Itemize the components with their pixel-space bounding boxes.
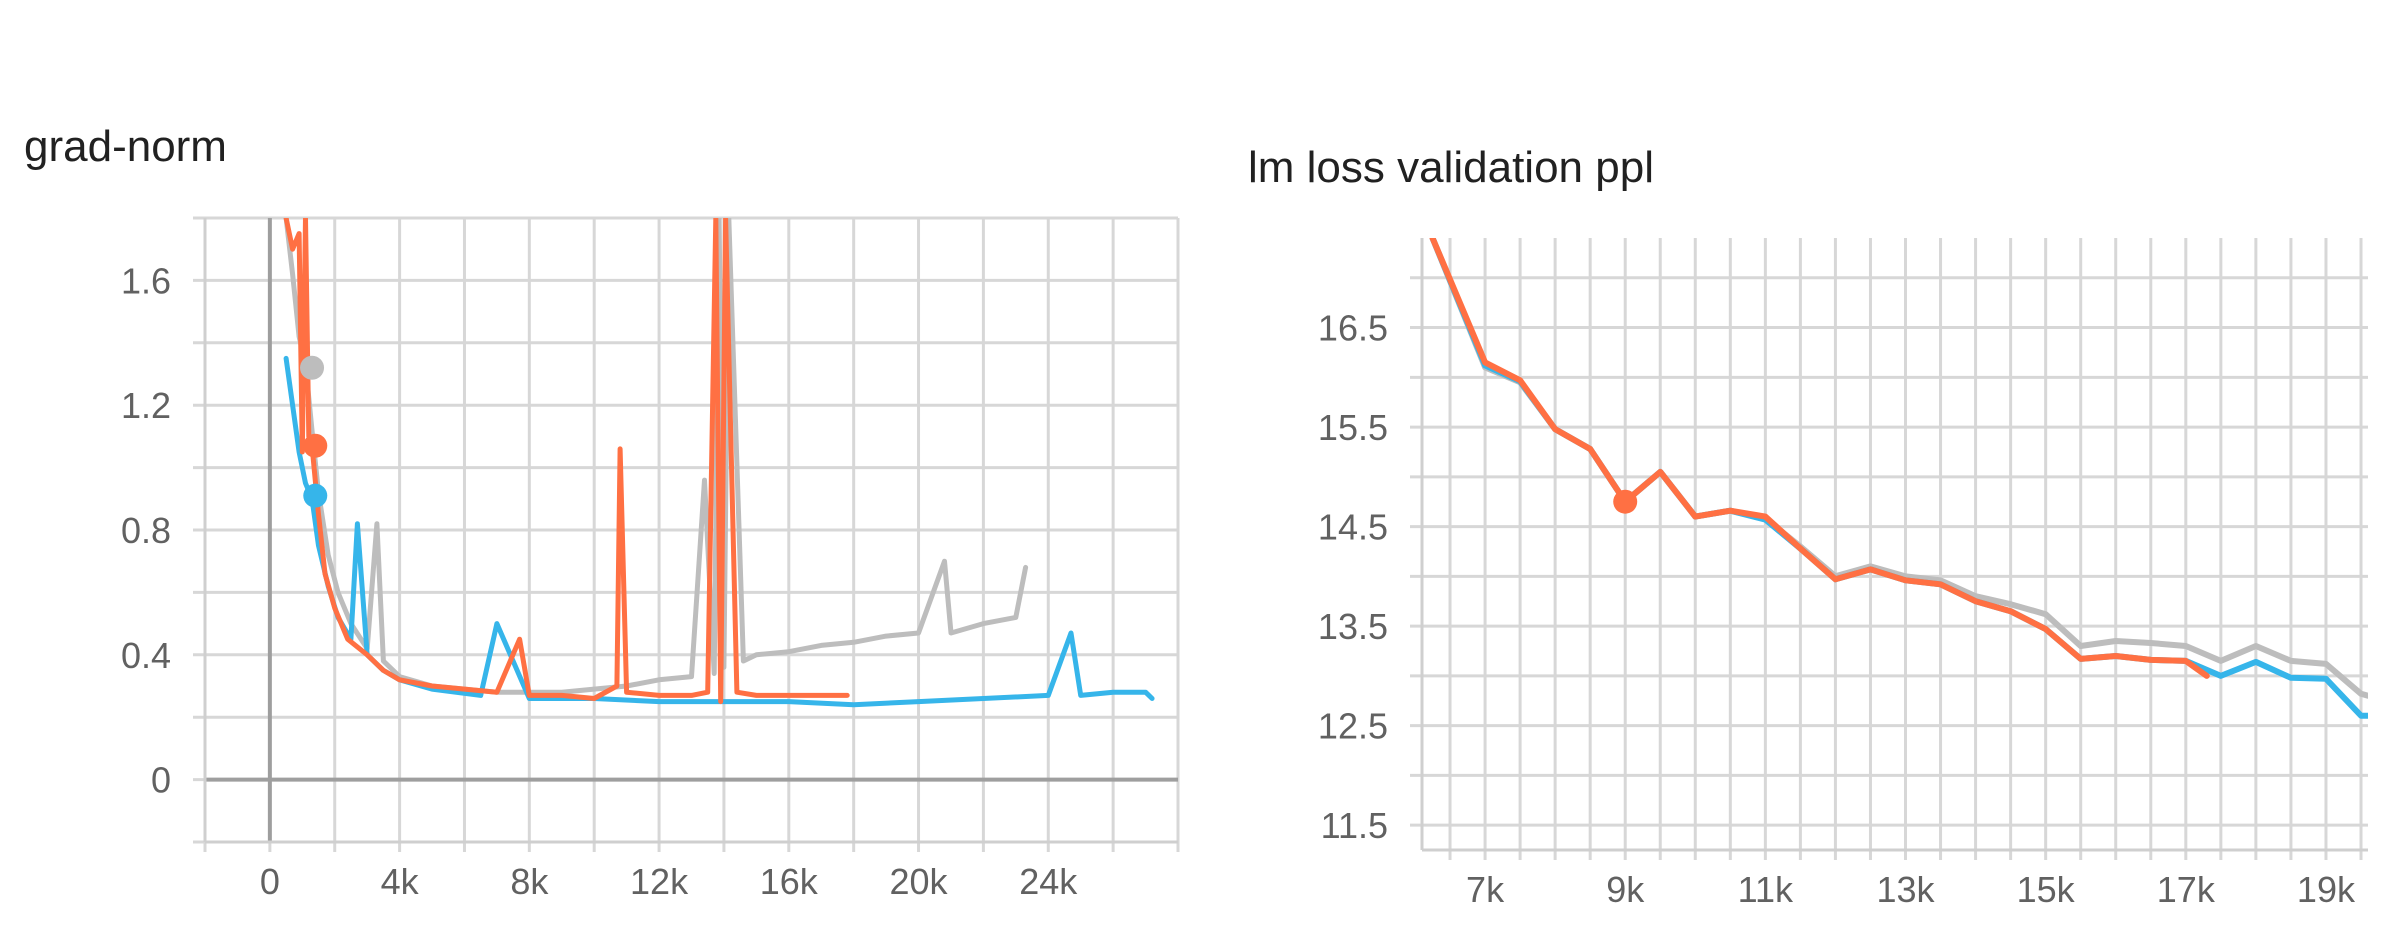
grid-1 — [1410, 238, 2368, 860]
series-marker-2[interactable] — [303, 433, 328, 458]
y-tick-label: 11.5 — [1321, 805, 1388, 846]
y-tick-label: 0.8 — [121, 510, 171, 551]
y-tick-label: 0 — [151, 760, 171, 801]
series-line-2[interactable] — [1429, 238, 2210, 679]
series-line-1[interactable] — [283, 355, 1155, 708]
y-tick-label: 0.4 — [121, 635, 171, 676]
x-tick-label: 7k — [1466, 869, 1505, 910]
y-tick-label: 1.2 — [121, 385, 171, 426]
x-tick-label: 8k — [510, 861, 549, 902]
y-tick-label: 1.6 — [121, 260, 171, 301]
x-tick-label: 4k — [381, 861, 420, 902]
series-marker-0[interactable] — [300, 355, 325, 380]
chart-title-lm-loss-validation-ppl: lm loss validation ppl — [1248, 143, 1654, 192]
x-tick-label: 15k — [2017, 869, 2076, 910]
x-tick-label: 19k — [2297, 869, 2356, 910]
grid-0 — [193, 216, 1180, 852]
x-tick-label: 16k — [760, 861, 819, 902]
y-tick-label: 14.5 — [1318, 507, 1388, 548]
x-tick-label: 24k — [1019, 861, 1078, 902]
chart-title-grad-norm: grad-norm — [24, 122, 227, 171]
x-tick-label: 20k — [890, 861, 949, 902]
x-tick-label: 13k — [1876, 869, 1935, 910]
x-tick-label: 11k — [1738, 869, 1794, 910]
y-tick-label: 13.5 — [1318, 606, 1388, 647]
series-marker-2[interactable] — [1613, 489, 1638, 514]
y-tick-label: 15.5 — [1318, 407, 1388, 448]
x-tick-label: 0 — [260, 861, 280, 902]
y-tick-label: 12.5 — [1318, 706, 1388, 747]
series-group — [1429, 238, 2368, 719]
x-tick-label: 12k — [630, 861, 689, 902]
x-tick-label: 17k — [2157, 869, 2216, 910]
x-tick-label: 9k — [1606, 869, 1645, 910]
y-tick-label: 16.5 — [1318, 308, 1388, 349]
series-marker-1[interactable] — [303, 483, 328, 508]
